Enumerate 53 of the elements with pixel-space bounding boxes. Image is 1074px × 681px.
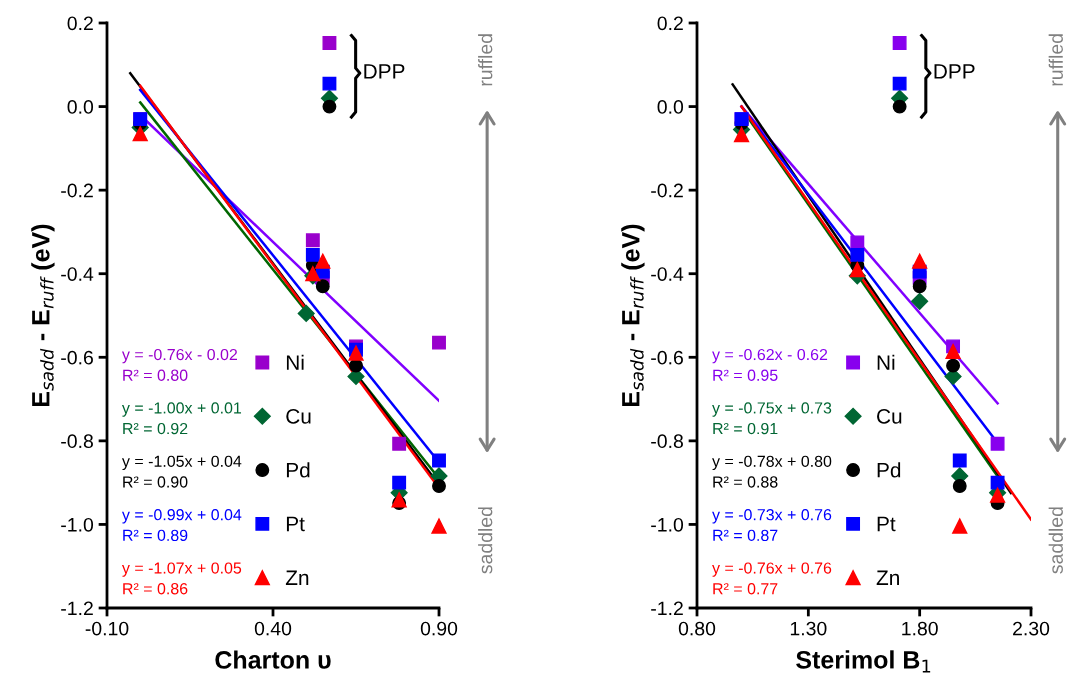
legend-label: Zn bbox=[876, 570, 899, 585]
x-tick-label: 1.80 bbox=[902, 621, 938, 636]
text: ruffled bbox=[478, 34, 493, 86]
y-tick-label: -0.8 bbox=[61, 434, 93, 449]
y-tick-label: -0.4 bbox=[61, 267, 94, 281]
text: saddled bbox=[1048, 507, 1063, 574]
x-tick-label: 0.90 bbox=[420, 621, 458, 636]
x-tick-label: 2.30 bbox=[1013, 621, 1050, 636]
y-tick-label: 0.0 bbox=[67, 100, 94, 114]
y-tick-label: -0.6 bbox=[61, 350, 93, 365]
annotation: y = -0.75x + 0.73 R² = 0.91 bbox=[712, 402, 832, 435]
annotation: y = -0.62x - 0.62 R² = 0.95 bbox=[712, 348, 828, 381]
y-tick-label: 0.2 bbox=[67, 16, 93, 31]
y-tick-label: -1.0 bbox=[651, 517, 684, 532]
y-tick-label: -1.0 bbox=[61, 517, 94, 532]
annotation: y = -1.07x + 0.05 R² = 0.86 bbox=[121, 562, 242, 595]
x-tick-label: 0.40 bbox=[254, 621, 292, 636]
legend-label: Cu bbox=[286, 408, 311, 424]
legend-label: Pd bbox=[286, 462, 310, 478]
x-tick-label: 0.80 bbox=[678, 621, 716, 636]
annotation: y = -1.00x + 0.01 R² = 0.92 bbox=[121, 402, 242, 435]
y-tick-label: -1.2 bbox=[651, 601, 683, 616]
annotation: DPP bbox=[934, 64, 975, 79]
x-tick-label: 1.30 bbox=[790, 621, 827, 636]
y-tick-label: -1.2 bbox=[61, 601, 93, 616]
legend-label: Cu bbox=[877, 408, 902, 424]
annotation: y = -1.05x + 0.04 R² = 0.90 bbox=[121, 455, 242, 488]
y-axis-title: E$_{sadd}$ - E$_{ruff}$ (eV) bbox=[31, 224, 55, 407]
text: saddled bbox=[478, 507, 493, 574]
x-tick-label: -0.10 bbox=[85, 621, 129, 636]
legend-label: Pt bbox=[877, 516, 896, 532]
annotation: DPP bbox=[364, 64, 405, 79]
legend-label: Ni bbox=[286, 354, 304, 370]
legend-label: Pt bbox=[286, 516, 305, 532]
annotation: y = -0.76x - 0.02 R² = 0.80 bbox=[121, 348, 237, 381]
annotation: y = -0.78x + 0.80 R² = 0.88 bbox=[712, 455, 832, 488]
annotation: y = -0.73x + 0.76 R² = 0.87 bbox=[712, 509, 832, 541]
y-tick-label: -0.2 bbox=[61, 183, 93, 198]
y-tick-label: -0.2 bbox=[651, 183, 683, 198]
annotation: y = -0.99x + 0.04 R² = 0.89 bbox=[121, 509, 242, 541]
legend-label: Ni bbox=[877, 354, 895, 370]
legend-label: Zn bbox=[285, 570, 309, 585]
text: ruffled bbox=[1048, 34, 1063, 86]
x-axis-title: Sterimol B$_{1}$ bbox=[796, 650, 931, 673]
y-tick-label: -0.8 bbox=[651, 434, 683, 449]
y-tick-label: 0.2 bbox=[657, 16, 683, 31]
y-tick-label: 0.0 bbox=[657, 100, 684, 114]
legend-label: Pd bbox=[877, 462, 901, 478]
annotation: y = -0.76x + 0.76 R² = 0.77 bbox=[712, 562, 832, 595]
y-axis-title: E$_{sadd}$ - E$_{ruff}$ (eV) bbox=[621, 224, 645, 407]
y-tick-label: -0.6 bbox=[651, 350, 683, 365]
x-axis-title: Charton υ bbox=[215, 650, 331, 669]
y-tick-label: -0.4 bbox=[651, 267, 684, 281]
